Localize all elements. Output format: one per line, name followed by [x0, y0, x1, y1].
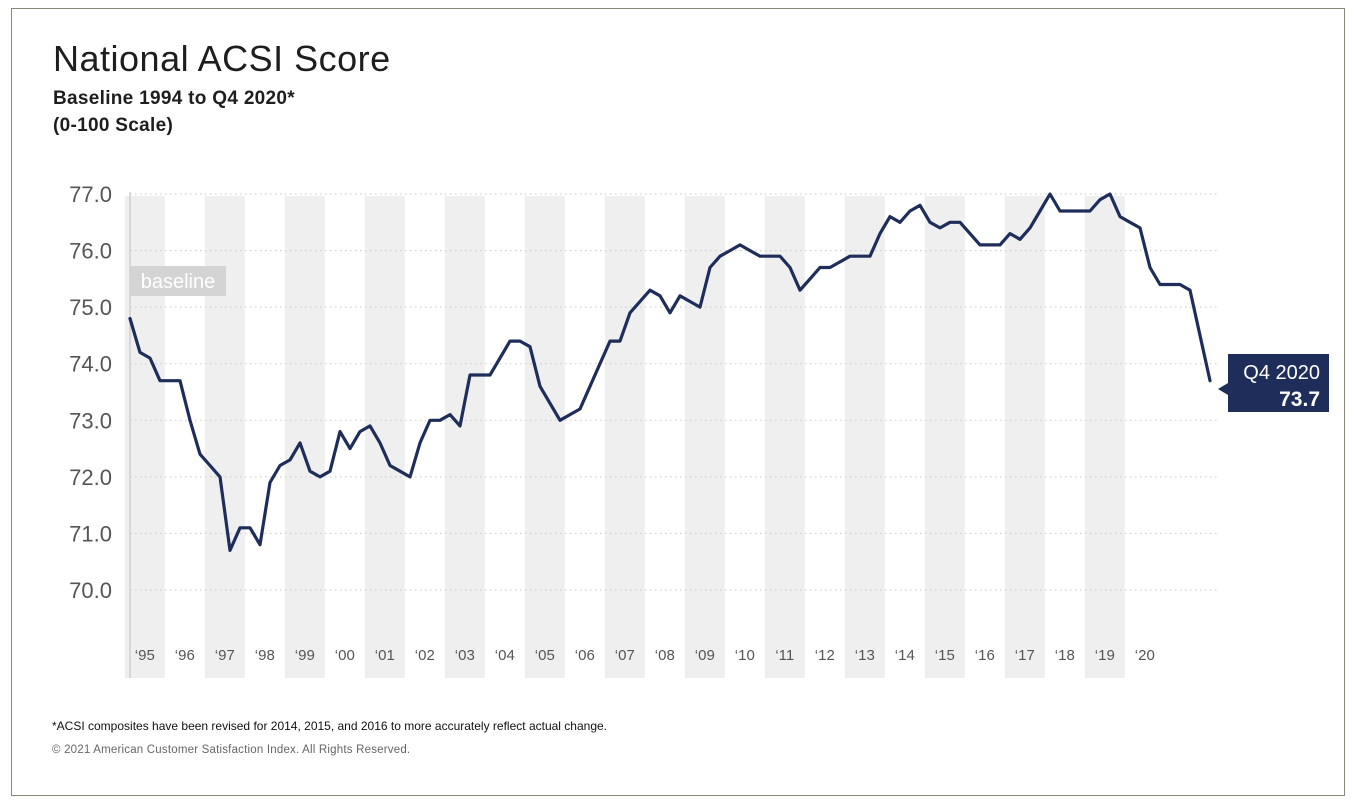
chart-subtitle: Baseline 1994 to Q4 2020* (0-100 Scale)	[53, 85, 295, 139]
baseline-badge-bg	[130, 266, 226, 296]
x-tick-label: ‘20	[1135, 647, 1155, 664]
year-band	[1084, 196, 1125, 678]
year-bands	[124, 196, 1125, 678]
x-tick-label: ‘10	[735, 647, 755, 664]
y-tick-labels: 77.0 76.0 75.0 74.0 73.0 72.0 71.0 70.0	[69, 182, 112, 603]
year-band	[524, 196, 565, 678]
x-tick-label: ‘17	[1015, 647, 1035, 664]
x-tick-label: ‘16	[975, 647, 995, 664]
chart-title: National ACSI Score	[53, 38, 391, 79]
year-band	[364, 196, 405, 678]
x-tick-label: ‘18	[1055, 647, 1075, 664]
year-band	[444, 196, 485, 678]
x-tick-label: ‘11	[775, 647, 794, 664]
year-band	[284, 196, 325, 678]
x-tick-label: ‘13	[855, 647, 875, 664]
x-tick-label: ‘01	[375, 647, 395, 664]
x-tick-label: ‘95	[135, 647, 155, 664]
y-tick-label: 72.0	[69, 465, 112, 490]
y-tick-label: 70.0	[69, 578, 112, 603]
x-tick-label: ‘97	[215, 647, 235, 664]
callout-background	[1218, 354, 1329, 412]
year-band	[604, 196, 645, 678]
gridlines	[130, 193, 1218, 591]
x-tick-label: ‘15	[935, 647, 955, 664]
footnote: *ACSI composites have been revised for 2…	[52, 719, 607, 733]
x-tick-label: ‘05	[535, 647, 555, 664]
x-tick-label: ‘09	[695, 647, 715, 664]
series-line	[128, 192, 1212, 552]
subtitle-line-1: Baseline 1994 to Q4 2020*	[53, 88, 295, 109]
x-tick-label: ‘07	[615, 647, 635, 664]
y-tick-label: 71.0	[69, 521, 112, 546]
x-tick-label: ‘98	[255, 647, 275, 664]
year-band	[924, 196, 965, 678]
y-tick-label: 74.0	[69, 352, 112, 377]
y-tick-label: 76.0	[69, 239, 112, 264]
x-tick-label: ‘08	[655, 647, 675, 664]
year-band	[1004, 196, 1045, 678]
x-tick-label: ‘99	[295, 647, 315, 664]
q4-2020-callout: Q4 2020 73.7	[1218, 354, 1329, 412]
x-tick-label: ‘19	[1095, 647, 1115, 664]
x-tick-label: ‘00	[335, 647, 355, 664]
y-tick-label: 75.0	[69, 295, 112, 320]
x-tick-label: ‘06	[575, 647, 595, 664]
subtitle-line-2: (0-100 Scale)	[53, 115, 174, 136]
x-tick-label: ‘02	[415, 647, 435, 664]
x-tick-label: ‘04	[495, 647, 515, 664]
x-tick-label: ‘96	[175, 647, 195, 664]
year-band	[764, 196, 805, 678]
x-tick-label: ‘03	[455, 647, 475, 664]
callout-label: Q4 2020	[1243, 362, 1320, 384]
y-tick-label: 77.0	[69, 182, 112, 207]
y-tick-label: 73.0	[69, 408, 112, 433]
x-tick-labels: ‘95 ‘96 ‘97 ‘98 ‘99 ‘00 ‘01 ‘02 ‘03 ‘04 ‘05 ‘06 ‘07 ‘…	[135, 647, 1155, 664]
x-tick-label: ‘12	[815, 647, 835, 664]
callout-value: 73.7	[1279, 388, 1320, 411]
baseline-badge-label: baseline	[141, 271, 216, 293]
year-band	[844, 196, 885, 678]
copyright: © 2021 American Customer Satisfaction In…	[52, 744, 411, 756]
year-band	[684, 196, 725, 678]
baseline-badge: baseline	[130, 266, 226, 296]
x-tick-label: ‘14	[895, 647, 915, 664]
